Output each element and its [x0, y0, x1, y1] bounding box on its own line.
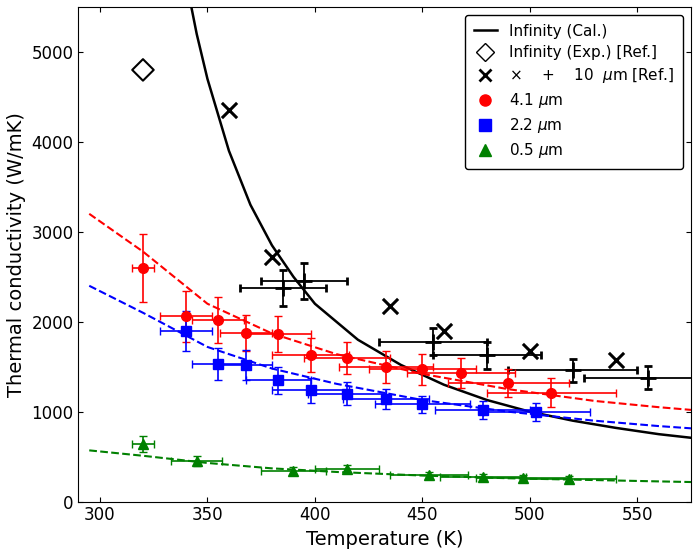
Point [223, 106, 235, 115]
Infinity (Cal.) [289, 274, 297, 280]
Infinity (Cal.) [569, 418, 577, 424]
Line: Infinity (Cal.): Infinity (Cal.) [121, 0, 691, 438]
Point [385, 302, 396, 311]
Legend: Infinity (Cal.), Infinity (Exp.) [Ref.], ×    +    10  $\mu$m [Ref.], 4.1 $\mu$m: Infinity (Cal.), Infinity (Exp.) [Ref.],… [465, 14, 683, 170]
Point [438, 326, 450, 335]
Point [524, 347, 535, 356]
Point [267, 252, 278, 261]
Infinity (Cal.) [483, 396, 491, 403]
Infinity (Cal.) [203, 76, 211, 82]
Infinity (Cal.) [246, 201, 255, 208]
Infinity (Cal.) [396, 361, 405, 368]
Infinity (Cal.) [311, 300, 319, 307]
Infinity (Cal.) [193, 31, 201, 37]
Y-axis label: Thermal conductivity (W/mK): Thermal conductivity (W/mK) [7, 112, 26, 397]
Infinity (Cal.) [268, 242, 276, 249]
Infinity (Cal.) [687, 434, 695, 441]
Infinity (Cal.) [611, 425, 620, 431]
Infinity (Cal.) [440, 381, 448, 388]
X-axis label: Temperature (K): Temperature (K) [306, 530, 463, 549]
Infinity (Cal.) [526, 408, 534, 415]
Point [610, 355, 621, 364]
Infinity (Cal.) [655, 431, 663, 438]
Infinity (Cal.) [225, 147, 233, 154]
Infinity (Cal.) [354, 336, 362, 343]
Point [138, 66, 149, 75]
